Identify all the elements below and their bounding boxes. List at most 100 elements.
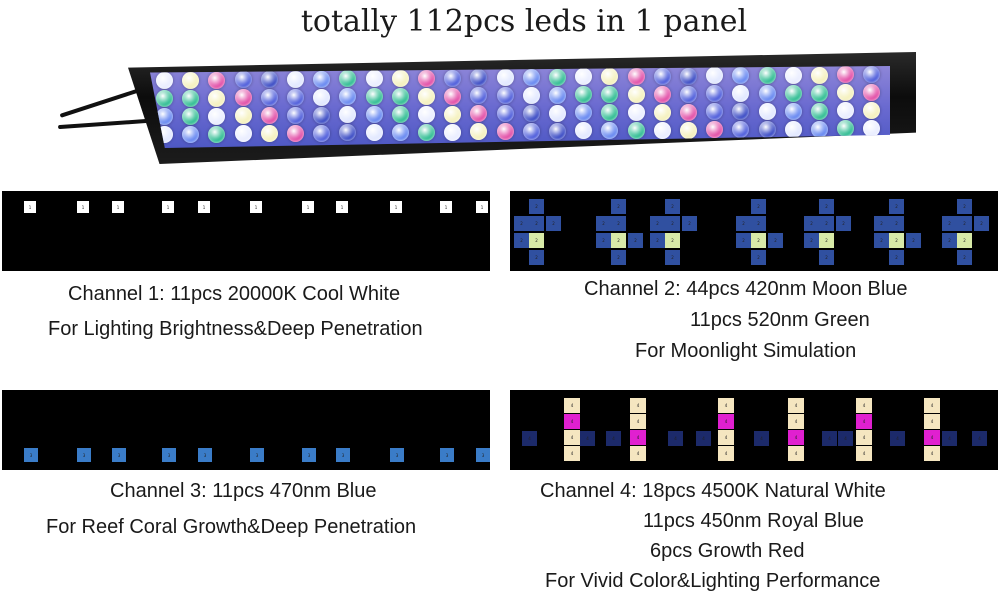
led-chip: 2: [529, 216, 544, 231]
led: [706, 85, 724, 103]
led: [496, 123, 514, 141]
led-chip: 2: [819, 199, 834, 214]
led: [732, 121, 750, 139]
led: [365, 70, 383, 88]
led-chip: 2: [751, 199, 766, 214]
channel-2-line-2: 11pcs 520nm Green: [690, 309, 870, 331]
led: [496, 69, 514, 87]
led-chip: 4: [788, 446, 804, 461]
led: [837, 102, 855, 120]
led-chip: 4: [972, 431, 987, 446]
led-chip: 4: [606, 431, 621, 446]
led: [811, 102, 828, 120]
led-chip: 2: [611, 216, 626, 231]
led-chip: 2: [836, 216, 851, 231]
led: [444, 123, 462, 141]
led-chip: 4: [788, 414, 804, 429]
led-chip: 2: [682, 216, 697, 231]
led: [234, 89, 252, 107]
power-cable: [57, 118, 149, 130]
led: [784, 84, 802, 102]
led: [496, 87, 514, 105]
led: [234, 71, 252, 89]
led-chip: 2: [650, 216, 665, 231]
led: [444, 69, 462, 87]
led: [156, 108, 173, 125]
led: [627, 68, 645, 86]
led: [313, 88, 331, 106]
led-chip: 3: [162, 448, 176, 462]
led-chip: 1: [390, 201, 402, 213]
led-chip: 4: [580, 431, 595, 446]
led: [863, 102, 881, 120]
led: [811, 66, 828, 84]
led: [287, 106, 304, 124]
led-chip: 2: [736, 216, 751, 231]
led-chip: 2: [665, 216, 680, 231]
led: [208, 107, 226, 125]
led-chip: 3: [390, 448, 404, 462]
led-chip: 1: [77, 201, 89, 213]
led: [313, 106, 331, 124]
led-chip: 3: [112, 448, 126, 462]
led: [732, 67, 750, 85]
led: [418, 87, 435, 105]
led-chip: 4: [522, 431, 537, 446]
led-chip: 4: [838, 431, 853, 446]
led-chip: 2: [957, 233, 972, 248]
led-chip: 3: [24, 448, 38, 462]
led-chip: 1: [250, 201, 262, 213]
led: [260, 89, 278, 107]
led: [470, 123, 488, 141]
led: [156, 90, 173, 107]
led: [653, 85, 671, 103]
led-chip: 2: [889, 199, 904, 214]
led: [863, 84, 881, 102]
led-chip: 4: [630, 430, 646, 445]
led: [418, 105, 435, 123]
led: [680, 67, 697, 85]
channel-2-purpose: For Moonlight Simulation: [635, 340, 857, 362]
led: [653, 121, 671, 139]
led: [680, 121, 697, 139]
led-chip: 2: [974, 216, 989, 231]
channel-4-purpose: For Vivid Color&Lighting Performance: [545, 570, 881, 592]
led-chip: 4: [788, 398, 804, 413]
led: [575, 68, 593, 86]
led: [391, 106, 409, 124]
led: [653, 103, 671, 121]
channel-1-title: Channel 1: 11pcs 20000K Cool White: [68, 283, 401, 305]
led: [365, 88, 383, 106]
led: [182, 125, 200, 143]
led-chip: 4: [718, 430, 734, 445]
led-chip: 4: [754, 431, 769, 446]
led: [758, 102, 776, 120]
led-chip: 1: [162, 201, 174, 213]
led: [522, 104, 540, 122]
led-chip: 2: [957, 250, 972, 265]
led-chip: 4: [942, 431, 957, 446]
led: [706, 67, 724, 85]
led: [680, 103, 697, 121]
led-chip: 4: [696, 431, 711, 446]
led-chip: 4: [718, 446, 734, 461]
led: [182, 71, 200, 89]
led: [260, 71, 278, 89]
led: [575, 122, 593, 140]
led-array: [150, 66, 890, 148]
led: [522, 86, 540, 104]
led-chip: 2: [906, 233, 921, 248]
led-chip: 3: [440, 448, 454, 462]
channel-3-diagram: 3 3 3 3 3 3 3 3 3 3 3: [2, 390, 490, 470]
led-chip: 4: [630, 446, 646, 461]
power-cable: [59, 86, 147, 118]
led: [627, 122, 645, 140]
led-chip: 4: [856, 414, 872, 429]
led-chip: 1: [440, 201, 452, 213]
led: [706, 121, 724, 139]
led: [418, 123, 435, 141]
led-chip: 2: [819, 250, 834, 265]
led-chip: 2: [650, 233, 665, 248]
led-chip: 2: [736, 233, 751, 248]
